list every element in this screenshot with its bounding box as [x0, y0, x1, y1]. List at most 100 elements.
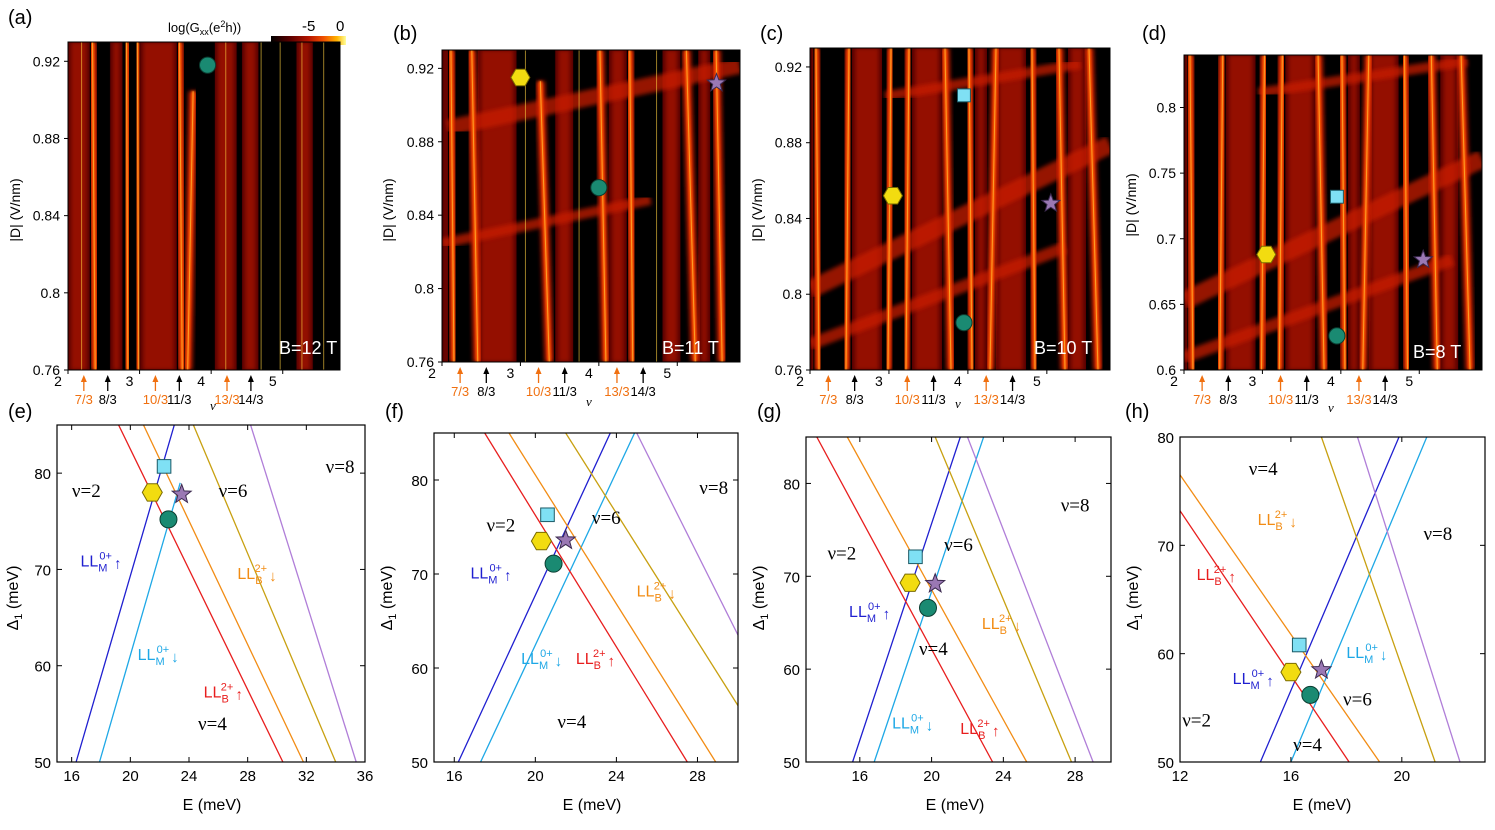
series-line-extra1	[565, 433, 738, 706]
heatmap-frame	[809, 47, 1111, 371]
x-tick-label: 2	[54, 373, 62, 389]
fraction-arrowhead	[80, 375, 87, 382]
line-label-LLB2_down: LLB2+ ↓	[637, 581, 676, 605]
fraction-arrowhead	[1225, 375, 1232, 382]
panel-d: (d) 0.8 0.75 0.7 0.65 0.62 3 4 5 7/3 8/3 10/3 11/3 1…	[1123, 23, 1483, 415]
heatmap-frame	[441, 49, 741, 363]
marker-star	[924, 572, 947, 593]
y-tick-label: 80	[34, 466, 51, 483]
marker-square	[540, 507, 555, 523]
x-tick-label: 3	[126, 373, 134, 389]
heatmap-body	[1184, 55, 1482, 370]
heatmap-ridge-core	[815, 48, 820, 370]
series-line-extra2	[249, 425, 357, 762]
field-label: B=11 T	[662, 338, 719, 358]
marker-hexagon	[1280, 662, 1302, 682]
heatmap-ridge-core	[989, 48, 997, 370]
heatmap-band-glow	[1443, 55, 1456, 370]
y-tick-label: 60	[34, 659, 51, 676]
heatmap-ridge-core	[1404, 55, 1408, 370]
panel-h: (h) 12 16 20 50 60 70 80 ν=4 ν=8 ν=2 ν=6 ν=4 LLB2+ ↓ L…	[1125, 401, 1486, 814]
x-tick-label: 2	[428, 365, 436, 381]
line-label-LLB2_down: LLB2+ ↓	[237, 563, 276, 587]
heatmap-ridge-core	[1460, 55, 1471, 370]
y-axis-label: Δ1 (meV)	[1125, 566, 1145, 631]
heatmap-band-glow	[665, 50, 678, 362]
plot-body	[75, 425, 357, 762]
line-label-LLM0_down: LLM0+ ↓	[1346, 642, 1387, 666]
x-tick-label: 20	[923, 768, 940, 785]
heatmap-band-glow	[999, 48, 1023, 370]
heatmap-ridge-core	[1058, 48, 1066, 370]
x-tick-label: 12	[1172, 768, 1189, 785]
fraction-arrowhead	[457, 367, 464, 374]
marker-circle	[919, 598, 937, 617]
colorbar-min-label: -5	[302, 18, 315, 35]
y-axis-label: Δ1 (meV)	[379, 566, 399, 631]
fraction-arrowhead	[104, 375, 111, 382]
fraction-label: 11/3	[167, 392, 191, 407]
fraction-label: 8/3	[1219, 392, 1237, 407]
heatmap-ridge-core	[91, 42, 96, 370]
panel-label: (g)	[757, 401, 781, 423]
region-label: ν=2	[72, 481, 101, 502]
panel-label: (c)	[760, 23, 783, 45]
region-label: ν=8	[326, 457, 355, 478]
x-tick-label: 3	[875, 373, 883, 389]
heatmap-diagonal	[810, 242, 1068, 350]
heatmap-ridge-core	[179, 42, 183, 370]
marker-square	[1291, 637, 1307, 653]
x-tick-label: 4	[954, 373, 962, 389]
panel-c: (c) 0.92 0.88 0.84 0.8 0.762 3 4 5 7/3 8/3 10/3 11/…	[749, 23, 1111, 411]
heatmap-band-glow	[142, 42, 175, 370]
heatmap-ridge-core	[1031, 48, 1036, 370]
y-axis-label: |D| (V/nm)	[1123, 173, 1139, 236]
y-tick-label: 50	[34, 755, 51, 772]
fraction-arrowhead	[851, 375, 858, 382]
series-line-LLB2_up	[816, 437, 994, 762]
series-line-LLB2_down	[508, 433, 717, 762]
heatmap-ridge-core	[539, 81, 550, 362]
fraction-arrowhead	[825, 375, 832, 382]
panel-label: (b)	[393, 23, 417, 45]
panel-a: (a) 0.92 0.88 0.84 0.8 0.762 3 4 5 7/3 8/3 10/3 11/…	[7, 7, 341, 413]
colorbar-max-label: 0	[336, 18, 344, 35]
heatmap-frame	[67, 41, 341, 371]
panel-label: (h)	[1125, 401, 1149, 423]
series-line-extra1	[1320, 437, 1436, 762]
field-label: B=8 T	[1413, 342, 1461, 362]
fraction-label: 13/3	[1346, 392, 1371, 407]
x-tick-label: 2	[1170, 373, 1178, 389]
heatmap-ridge-core	[845, 48, 850, 370]
fraction-arrowhead	[535, 367, 542, 374]
fraction-arrowhead	[247, 375, 254, 382]
fraction-label: 13/3	[974, 392, 999, 407]
region-label: ν=4	[198, 714, 227, 735]
marker-circle	[955, 314, 973, 332]
marker-hexagon	[1256, 245, 1277, 264]
heatmap-ridge-core	[1362, 55, 1370, 370]
fraction-label: 14/3	[238, 392, 263, 407]
x-tick-label: 2	[796, 373, 804, 389]
y-tick-label: 0.8	[41, 285, 61, 301]
series-line-extra1	[934, 437, 1073, 762]
fraction-label: 10/3	[143, 392, 168, 407]
y-tick-label: 0.88	[775, 135, 802, 151]
heatmap-ridge-core	[887, 48, 892, 370]
x-tick-label: 16	[446, 768, 463, 785]
y-tick-label: 0.84	[33, 208, 60, 224]
x-tick-label: 4	[197, 373, 205, 389]
fraction-label: 14/3	[1372, 392, 1397, 407]
line-label-LLM0_down: LLM0+ ↓	[521, 648, 562, 672]
series-line-LLM0_up	[75, 425, 175, 762]
region-label: ν=6	[592, 508, 621, 529]
y-axis-label: |D| (V/nm)	[7, 178, 23, 241]
x-tick-label: 4	[1327, 373, 1335, 389]
panel-f: (f) 16 20 24 28 50 60 70 80 ν=2 ν=6 ν=8 ν=4 LLM0+ ↑ LL…	[379, 401, 739, 814]
marker-star	[1412, 248, 1434, 269]
y-tick-label: 0.76	[407, 354, 434, 370]
x-tick-label: 16	[63, 768, 80, 785]
y-tick-label: 0.92	[775, 59, 802, 75]
series-line-LLB2_down	[1180, 474, 1381, 762]
fraction-label: 10/3	[1268, 392, 1293, 407]
